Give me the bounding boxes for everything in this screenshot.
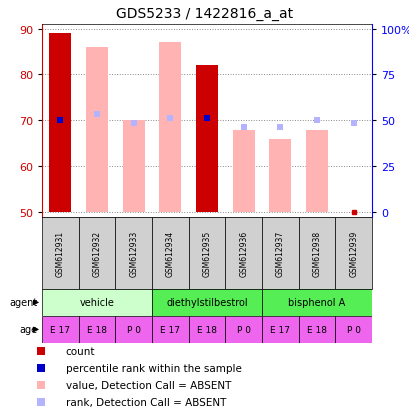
Bar	[298, 217, 335, 289]
Bar	[225, 217, 261, 289]
Text: P 0: P 0	[236, 325, 250, 334]
Bar	[232, 131, 254, 213]
Text: percentile rank within the sample: percentile rank within the sample	[65, 363, 241, 373]
Bar	[188, 316, 225, 343]
Text: E 18: E 18	[87, 325, 107, 334]
Bar	[42, 289, 152, 316]
Text: GSM612935: GSM612935	[202, 230, 211, 276]
Text: GSM612934: GSM612934	[165, 230, 174, 276]
Text: GDS5233 / 1422816_a_at: GDS5233 / 1422816_a_at	[116, 7, 293, 21]
Text: agent: agent	[10, 298, 38, 308]
Text: age: age	[20, 325, 38, 335]
Bar	[115, 217, 152, 289]
Bar	[305, 131, 327, 213]
Text: P 0: P 0	[126, 325, 140, 334]
Text: count: count	[65, 346, 95, 356]
Text: E 18: E 18	[196, 325, 216, 334]
Bar	[298, 316, 335, 343]
Text: diethylstilbestrol: diethylstilbestrol	[166, 298, 247, 308]
Text: vehicle: vehicle	[79, 298, 114, 308]
Bar	[42, 316, 79, 343]
Bar	[196, 66, 218, 213]
Bar	[152, 289, 261, 316]
Bar	[261, 316, 298, 343]
Bar	[49, 34, 71, 213]
Bar	[42, 217, 79, 289]
Bar	[79, 316, 115, 343]
Text: bisphenol A: bisphenol A	[288, 298, 345, 308]
Bar	[188, 217, 225, 289]
Text: GSM612931: GSM612931	[56, 230, 65, 276]
Text: GSM612933: GSM612933	[129, 230, 138, 276]
Text: rank, Detection Call = ABSENT: rank, Detection Call = ABSENT	[65, 397, 225, 407]
Text: GSM612939: GSM612939	[348, 230, 357, 276]
Bar	[79, 217, 115, 289]
Text: E 17: E 17	[160, 325, 180, 334]
Text: GSM612932: GSM612932	[92, 230, 101, 276]
Bar	[159, 43, 181, 213]
Bar	[269, 140, 291, 213]
Bar	[115, 316, 152, 343]
Bar	[122, 121, 144, 213]
Text: P 0: P 0	[346, 325, 360, 334]
Text: E 18: E 18	[306, 325, 326, 334]
Bar	[261, 289, 371, 316]
Bar	[152, 217, 188, 289]
Bar	[335, 316, 371, 343]
Text: GSM612936: GSM612936	[238, 230, 247, 276]
Text: GSM612937: GSM612937	[275, 230, 284, 276]
Bar	[86, 48, 108, 213]
Text: GSM612938: GSM612938	[312, 230, 321, 276]
Text: value, Detection Call = ABSENT: value, Detection Call = ABSENT	[65, 380, 230, 390]
Text: E 17: E 17	[50, 325, 70, 334]
Bar	[152, 316, 188, 343]
Bar	[261, 217, 298, 289]
Text: E 17: E 17	[270, 325, 290, 334]
Bar	[335, 217, 371, 289]
Bar	[225, 316, 261, 343]
